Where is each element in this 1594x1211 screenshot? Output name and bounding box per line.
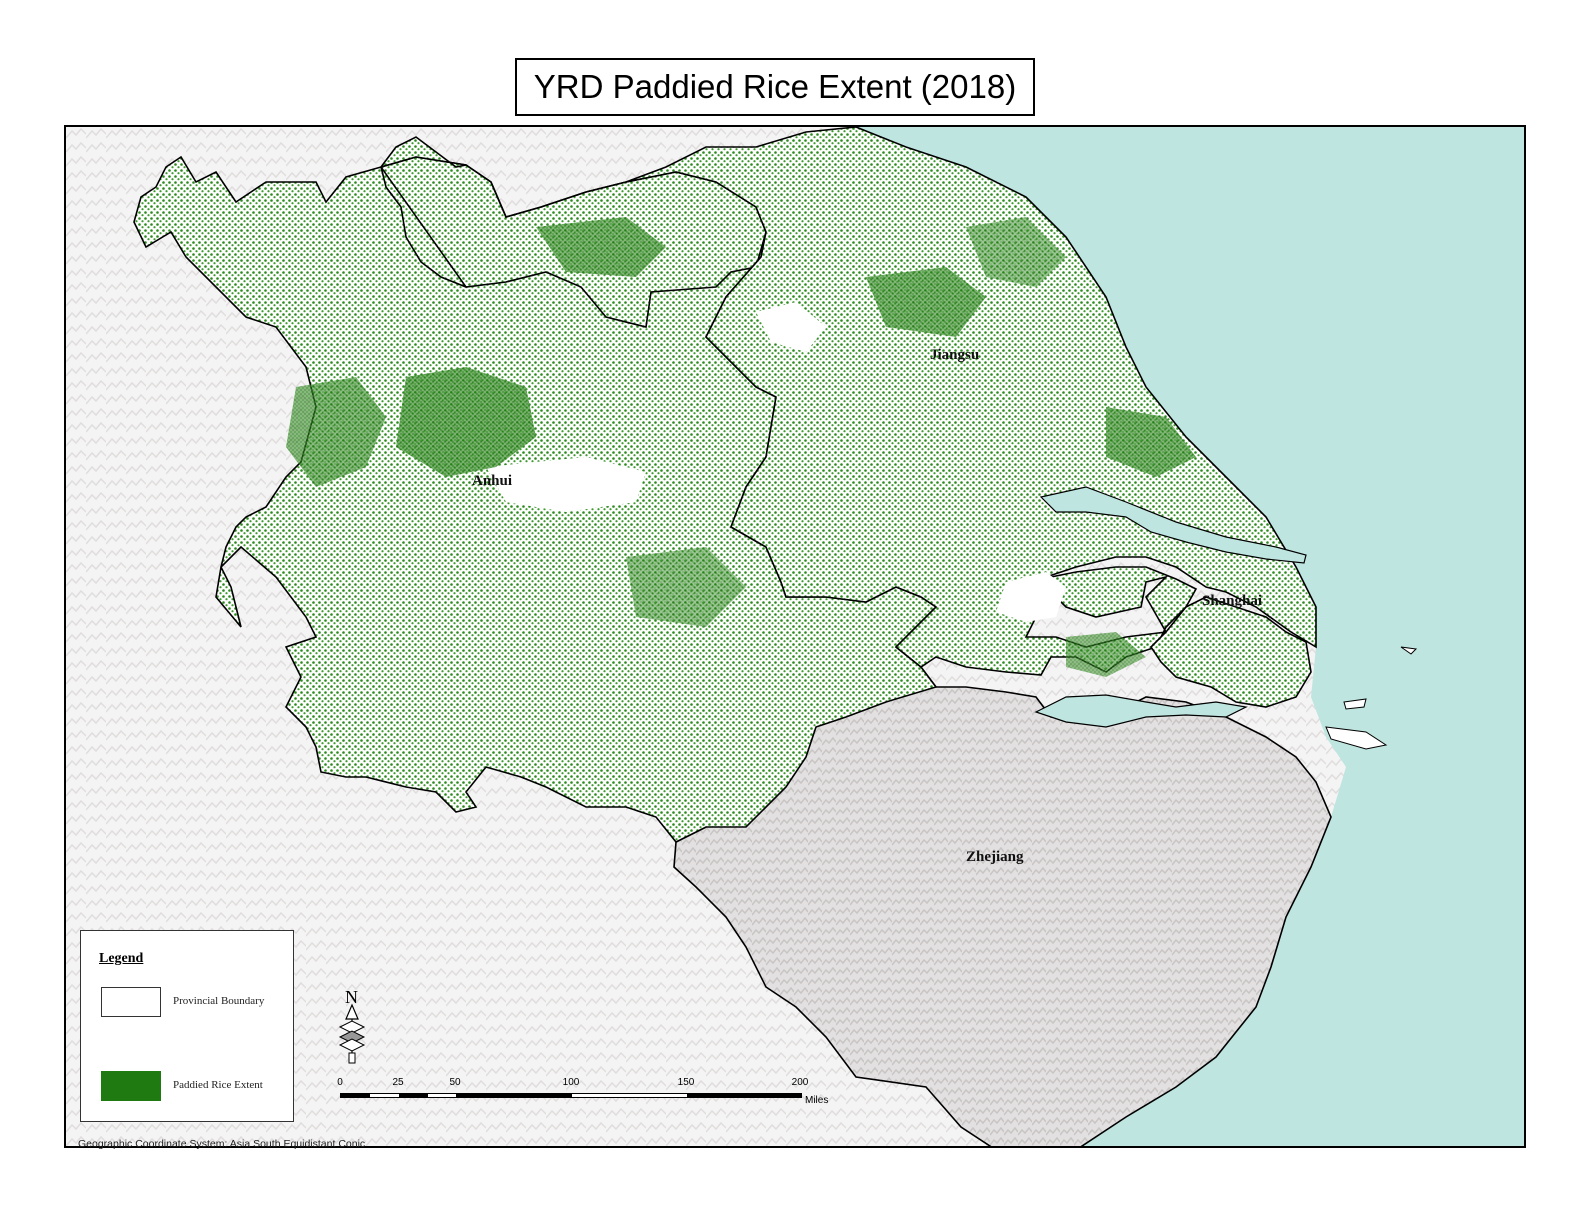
coordinate-system-note: Geographic Coordinate System: Asia South… xyxy=(78,1138,366,1150)
rice-zone xyxy=(866,267,986,337)
map-title: YRD Paddied Rice Extent (2018) xyxy=(533,68,1017,105)
map-title-box: YRD Paddied Rice Extent (2018) xyxy=(515,58,1035,116)
province-label-shanghai: Shanghai xyxy=(1202,593,1263,609)
rice-zone xyxy=(1106,407,1196,477)
legend-title: Legend xyxy=(99,951,144,966)
rice-zone xyxy=(1066,632,1146,677)
map-frame[interactable]: Anhui Jiangsu Shanghai Zhejiang Legend P… xyxy=(64,125,1526,1148)
hangzhou-bay xyxy=(1034,694,1248,728)
province-label-jiangsu: Jiangsu xyxy=(930,347,980,363)
province-label-anhui: Anhui xyxy=(472,473,513,489)
sea-area xyxy=(856,127,1524,1146)
province-shanghai xyxy=(1149,596,1312,708)
scale-tick: 200 xyxy=(791,1077,809,1088)
island xyxy=(1400,646,1418,655)
north-label: N xyxy=(345,987,358,1007)
rice-zone xyxy=(626,547,746,627)
rice-zone xyxy=(966,217,1066,287)
scale-bar-graphic xyxy=(340,1093,802,1098)
rice-zone xyxy=(536,217,666,277)
lake-chaohu xyxy=(486,457,646,512)
province-label-zhejiang: Zhejiang xyxy=(966,849,1024,865)
rice-zone xyxy=(286,377,386,487)
scale-tick: 100 xyxy=(562,1077,580,1088)
legend-box: Legend Provincial Boundary Paddied Rice … xyxy=(80,930,294,1122)
north-arrow-icon: N xyxy=(334,987,370,1067)
scale-unit: Miles xyxy=(805,1095,829,1106)
scale-tick: 25 xyxy=(392,1077,404,1088)
island xyxy=(1343,698,1367,710)
legend-label-boundary: Provincial Boundary xyxy=(173,995,265,1007)
scale-tick: 0 xyxy=(337,1077,343,1088)
scale-tick: 50 xyxy=(449,1077,461,1088)
legend-swatch-boundary xyxy=(101,987,161,1017)
legend-label-rice: Paddied Rice Extent xyxy=(173,1079,263,1091)
legend-swatch-rice xyxy=(101,1071,161,1101)
lake-hongze xyxy=(756,302,826,352)
scale-bar: 0 25 50 100 150 200 Miles xyxy=(337,1077,828,1117)
lake-taihu xyxy=(996,572,1066,622)
scale-tick: 150 xyxy=(677,1077,695,1088)
rice-zone xyxy=(396,367,536,477)
map-svg xyxy=(66,127,1524,1146)
island xyxy=(1325,726,1388,750)
yangtze-estuary xyxy=(1039,486,1307,564)
